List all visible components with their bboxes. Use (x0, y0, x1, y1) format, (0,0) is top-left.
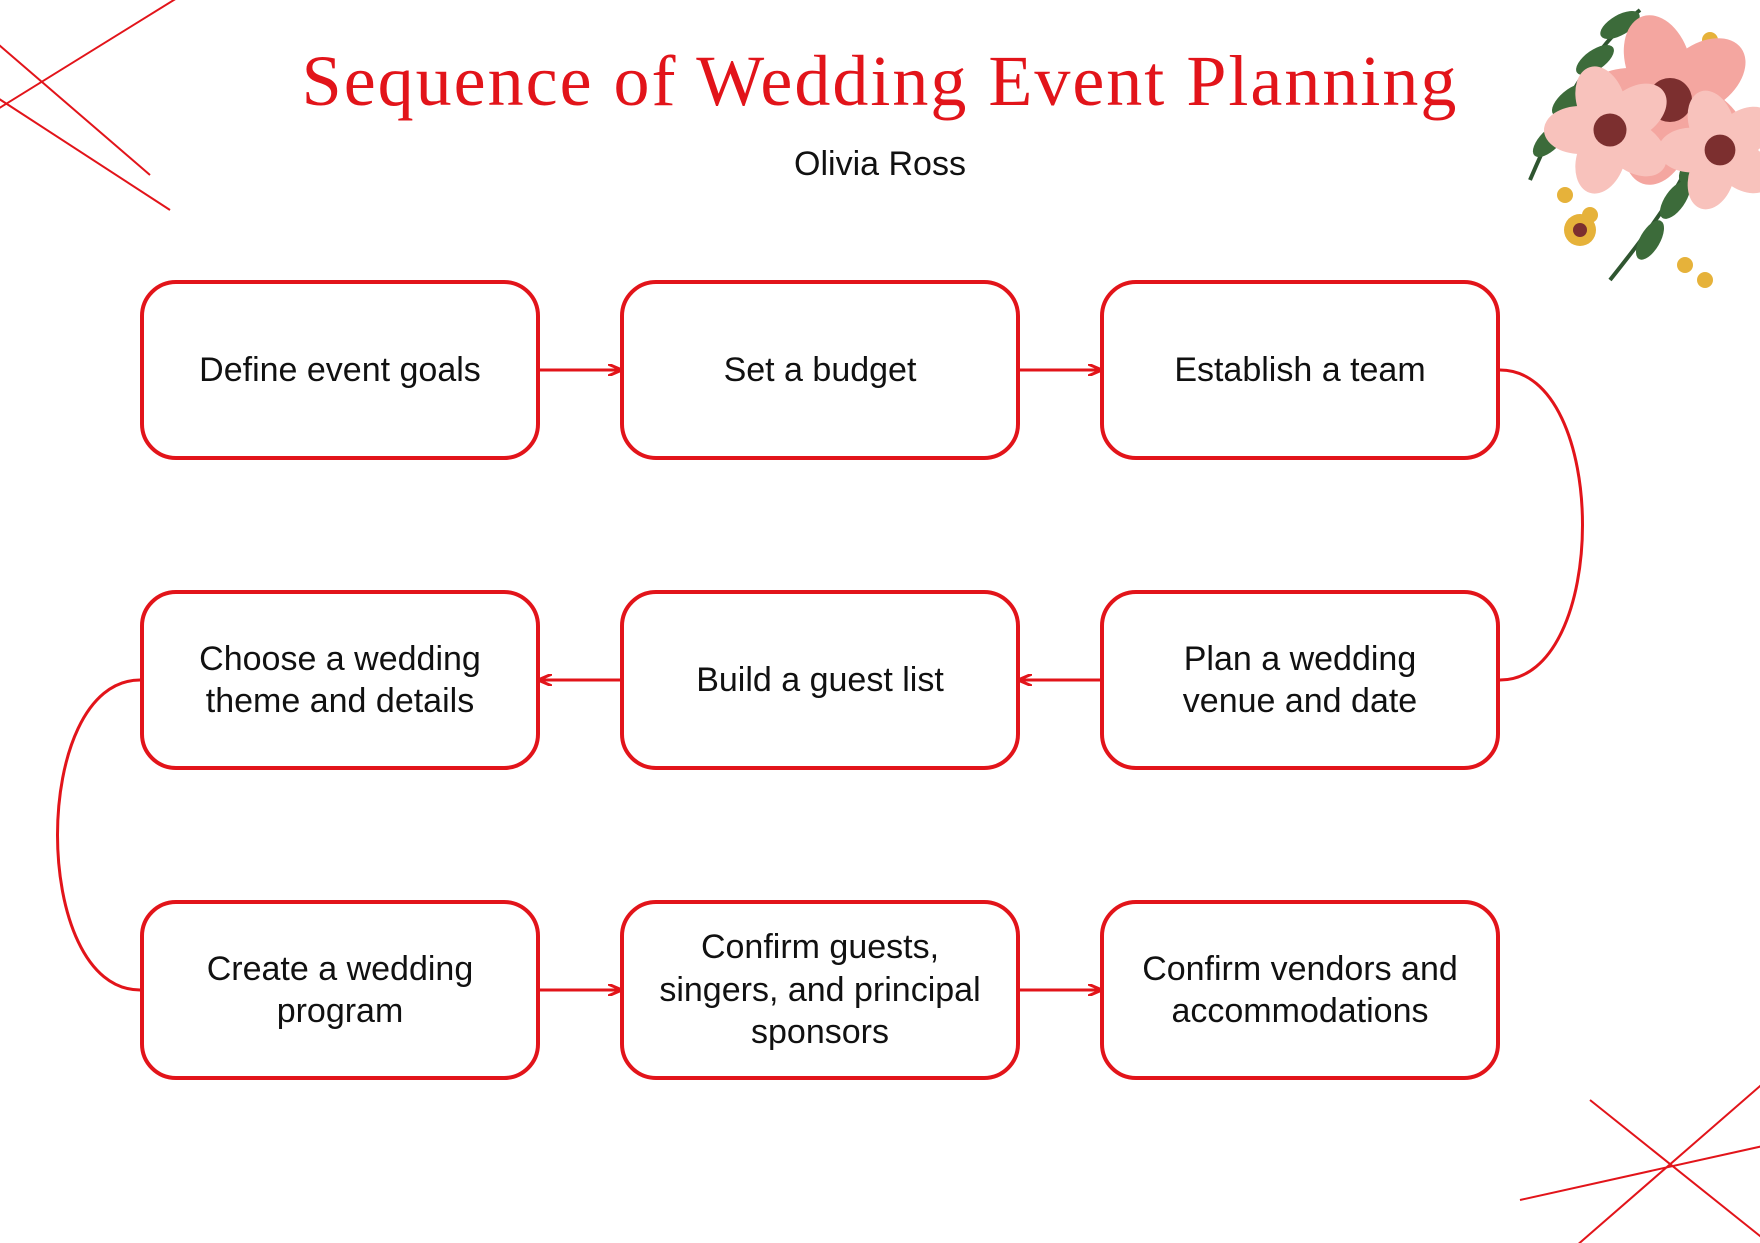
flow-node-n3: Establish a team (1100, 280, 1500, 460)
flow-node-n9: Confirm vendors and accommodations (1100, 900, 1500, 1080)
flow-node-n1: Define event goals (140, 280, 540, 460)
flow-node-n2: Set a budget (620, 280, 1020, 460)
page-subtitle: Olivia Ross (0, 145, 1760, 184)
flow-node-n8: Confirm guests, singers, and principal s… (620, 900, 1020, 1080)
flow-node-n6: Choose a wedding theme and details (140, 590, 540, 770)
flow-node-n4: Plan a wedding venue and date (1100, 590, 1500, 770)
page-title: Sequence of Wedding Event Planning (0, 40, 1760, 123)
diagram-canvas: Sequence of Wedding Event Planning Olivi… (0, 0, 1760, 1243)
flow-node-n5: Build a guest list (620, 590, 1020, 770)
flow-node-n7: Create a wedding program (140, 900, 540, 1080)
